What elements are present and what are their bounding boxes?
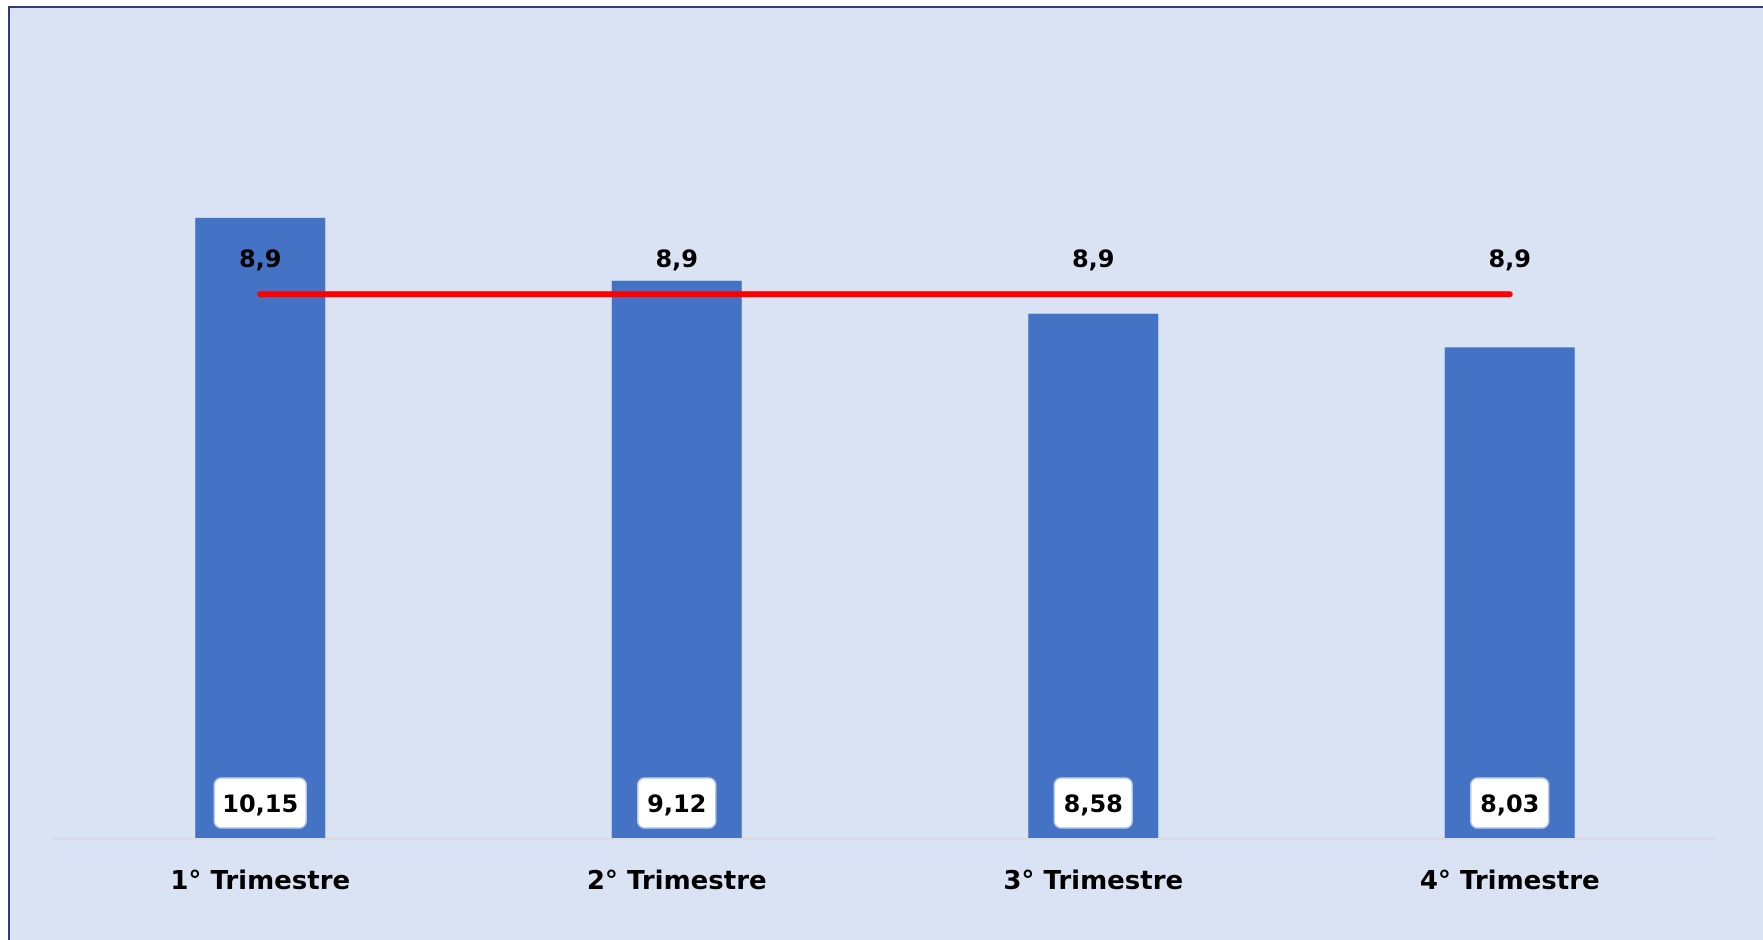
target-value-label-4: 8,9	[1488, 245, 1531, 273]
bar-value-label-1: 10,15	[222, 790, 298, 818]
category-labels: 1° Trimestre 2° Trimestre 3° Trimestre 4° T…	[170, 866, 1599, 896]
bar-value-label-3: 8,58	[1064, 790, 1123, 818]
target-value-label-1: 8,9	[239, 245, 282, 273]
bar-2	[611, 280, 742, 838]
category-label-3: 3° Trimestre	[1003, 866, 1183, 896]
bars-group: 10,15 9,12 8,58 8,03	[195, 217, 1575, 838]
category-label-4: 4° Trimestre	[1420, 866, 1600, 896]
bar-1	[195, 217, 326, 838]
bar-value-label-2: 9,12	[647, 790, 706, 818]
bar-value-box-1	[213, 777, 307, 829]
target-line-group: 8,9 8,9 8,9 8,9	[239, 245, 1531, 298]
bar-value-box-2	[637, 777, 717, 829]
target-value-label-2: 8,9	[655, 245, 698, 273]
target-value-label-3: 8,9	[1072, 245, 1115, 273]
bar-value-box-4	[1470, 777, 1550, 829]
bar-value-box-3	[1053, 777, 1133, 829]
category-label-2: 2° Trimestre	[587, 866, 767, 896]
bar-value-label-4: 8,03	[1480, 790, 1539, 818]
category-label-1: 1° Trimestre	[170, 866, 350, 896]
bar-4	[1444, 347, 1575, 838]
bar-3	[1028, 313, 1159, 838]
